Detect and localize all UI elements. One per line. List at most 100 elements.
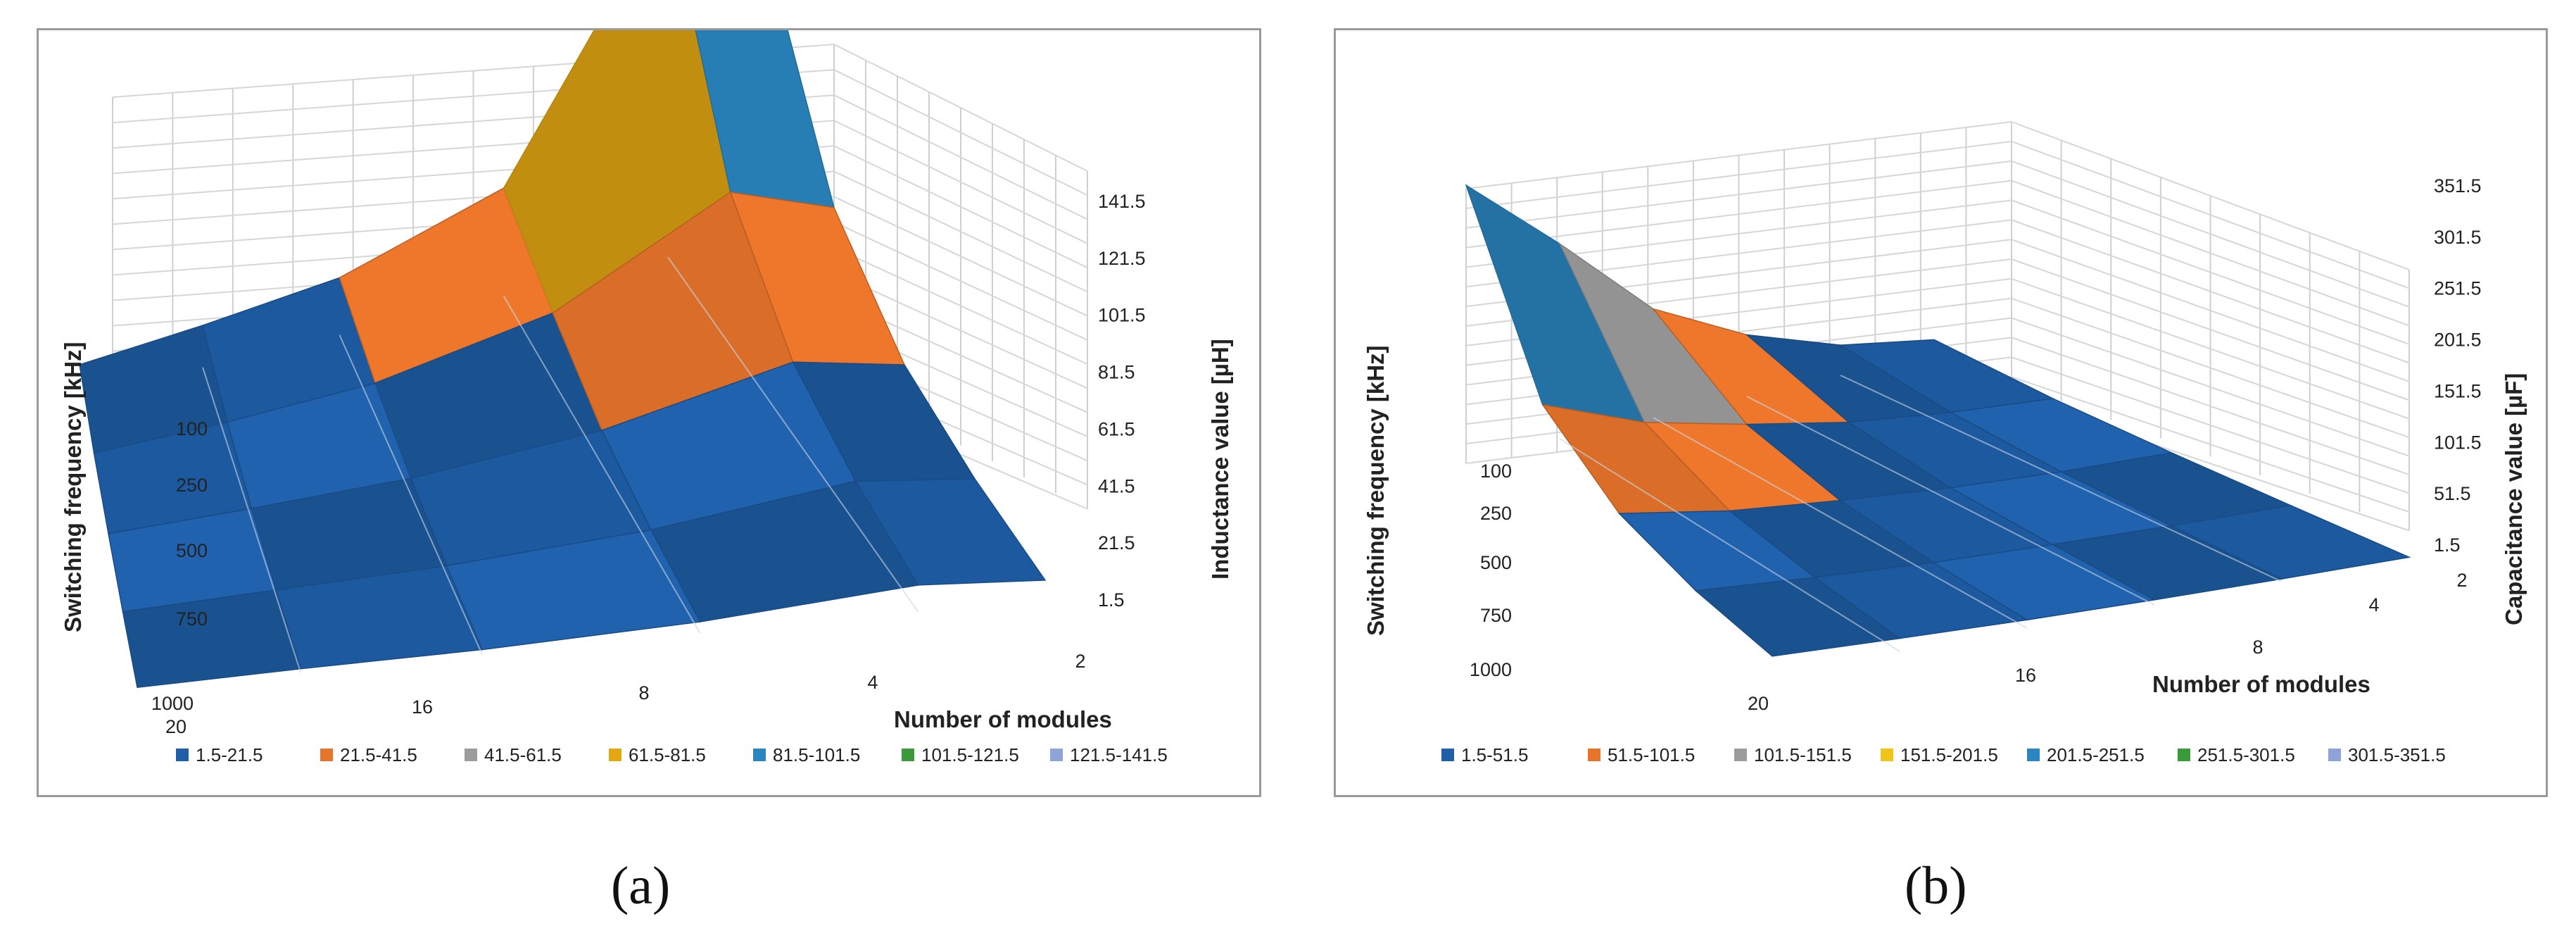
chart-a-x-axis-title: Number of modules [894, 706, 1112, 732]
floor-gridline [1840, 375, 2283, 582]
z-tick-label: 201.5 [2434, 330, 2482, 351]
back-wall-horizontal-gridline [1465, 140, 2410, 289]
back-wall-horizontal-gridline [1465, 199, 2410, 345]
legend-label: 81.5-101.5 [773, 744, 860, 765]
caption-b: (b) [1905, 856, 1967, 915]
z-tick-label: 21.5 [1098, 532, 1135, 553]
legend-label: 61.5-81.5 [629, 744, 706, 765]
back-wall-horizontal-gridline [112, 43, 1088, 172]
back-wall-horizontal-gridline [112, 69, 1088, 196]
z-tick-label: 101.5 [2434, 432, 2482, 453]
caption-a: (a) [611, 856, 671, 915]
x-tick-label: 4 [2368, 594, 2379, 615]
chart-b-z-axis-title: Capacitance value [µF] [2501, 373, 2527, 625]
legend-swatch [176, 749, 189, 761]
z-tick-label: 141.5 [1098, 191, 1146, 212]
z-tick-label: 81.5 [1098, 362, 1135, 383]
floor-gridline [339, 334, 484, 656]
chart-a-z-ticks: 1.5 21.5 41.5 61.5 81.5 101.5 121.5 141.5 [1098, 191, 1146, 611]
floor-gridline [1653, 417, 2028, 629]
x-tick-label: 20 [1748, 693, 1769, 714]
chart-b-x-axis-title: Number of modules [2152, 671, 2370, 697]
chart-b-x-ticks: 20 16 8 4 2 [1748, 570, 2468, 714]
chart-b-legend: 1.5-51.5 51.5-101.5 101.5-151.5 151.5-201.5… [1441, 744, 2446, 765]
chart-a-svg: 20 16 8 4 2 100 250 500 750 1000 1.5 21.5 41.5 61.5… [60, 0, 1233, 765]
y-tick-label: 100 [176, 418, 208, 439]
chart-a-z-axis-title: Inductance value [µH] [1207, 339, 1233, 580]
legend-label: 101.5-121.5 [921, 744, 1019, 765]
back-wall-horizontal-gridline [1465, 120, 2410, 270]
floor-gridline [1746, 396, 2155, 606]
back-wall-horizontal-gridline [112, 196, 1088, 317]
chart-b-y-ticks: 100 250 500 750 1000 [1470, 461, 1512, 680]
legend-label: 151.5-201.5 [1900, 744, 1998, 765]
y-tick-label: 250 [1480, 503, 1512, 524]
chart-a-legend: 1.5-21.5 21.5-41.5 41.5-61.5 61.5-81.5 81.5-… [176, 744, 1168, 765]
back-wall-horizontal-gridline [112, 120, 1088, 244]
z-tick-label: 121.5 [1098, 248, 1146, 269]
x-tick-label: 8 [638, 682, 649, 703]
chart-panel-b: 20 16 8 4 2 100 250 500 750 1000 1.5 51.5 101.5 151… [1334, 28, 2548, 797]
legend-label: 1.5-51.5 [1461, 744, 1528, 765]
legend-swatch [2027, 749, 2040, 761]
y-tick-label: 250 [176, 475, 208, 496]
back-wall-horizontal-gridline [1465, 258, 2410, 401]
legend-swatch [1881, 749, 1893, 761]
x-tick-label: 8 [2252, 637, 2263, 658]
x-tick-label: 16 [412, 696, 433, 718]
chart-b-z-ticks: 1.5 51.5 101.5 151.5 201.5 251.5 301.5 351.5 [2434, 175, 2482, 556]
chart-a-y-axis-title: Switching frequency [kHz] [60, 342, 86, 632]
surface-facet [2169, 504, 2411, 580]
back-wall-horizontal-gridline [112, 94, 1088, 220]
back-wall-horizontal-gridline [1465, 180, 2410, 327]
z-tick-label: 51.5 [2434, 483, 2471, 504]
floor-gridline [1559, 438, 1900, 652]
legend-swatch [1734, 749, 1747, 761]
z-tick-label: 251.5 [2434, 278, 2482, 299]
x-tick-label: 4 [867, 672, 878, 693]
z-tick-label: 151.5 [2434, 380, 2482, 401]
floor-gridline [667, 256, 919, 613]
x-tick-label: 2 [1075, 651, 1085, 672]
back-wall-horizontal-gridline [1465, 239, 2410, 382]
z-tick-label: 1.5 [2434, 534, 2461, 556]
back-wall-horizontal-gridline [112, 145, 1088, 268]
z-tick-label: 61.5 [1098, 418, 1135, 439]
z-tick-label: 301.5 [2434, 227, 2482, 248]
legend-swatch [2328, 749, 2341, 761]
legend-label: 121.5-141.5 [1070, 744, 1168, 765]
y-tick-label: 750 [176, 608, 208, 630]
floor-gridline [202, 367, 302, 673]
chart-b-surface [1465, 184, 2411, 657]
legend-label: 1.5-21.5 [196, 744, 263, 765]
x-tick-label: 2 [2456, 570, 2467, 591]
chart-a-x-ticks: 20 16 8 4 2 [165, 651, 1086, 737]
legend-swatch [753, 749, 766, 761]
back-wall-horizontal-gridline [1465, 160, 2410, 308]
legend-swatch [902, 749, 914, 761]
chart-panel-a: 20 16 8 4 2 100 250 500 750 1000 1.5 21.5 41.5 61.5… [37, 0, 1261, 797]
y-tick-label: 1000 [1470, 659, 1512, 680]
y-tick-label: 1000 [151, 693, 194, 714]
legend-label: 51.5-101.5 [1608, 744, 1695, 765]
legend-swatch [2178, 749, 2190, 761]
chart-b-svg: 20 16 8 4 2 100 250 500 750 1000 1.5 51.5 101.5 151… [1363, 120, 2527, 765]
surface-facet [854, 478, 1047, 586]
z-tick-label: 41.5 [1098, 475, 1135, 496]
legend-label: 301.5-351.5 [2348, 744, 2446, 765]
legend-label: 101.5-151.5 [1754, 744, 1852, 765]
y-tick-label: 500 [1480, 552, 1512, 573]
y-tick-label: 100 [1480, 461, 1512, 482]
legend-swatch [1441, 749, 1454, 761]
z-tick-label: 351.5 [2434, 175, 2482, 196]
chart-a-y-ticks: 100 250 500 750 1000 [151, 418, 208, 714]
floor-gridline [503, 295, 701, 634]
legend-label: 201.5-251.5 [2047, 744, 2145, 765]
legend-swatch [465, 749, 477, 761]
back-wall-horizontal-gridline [1465, 219, 2410, 364]
x-tick-label: 16 [2015, 665, 2036, 686]
legend-swatch [1588, 749, 1600, 761]
z-tick-label: 1.5 [1098, 589, 1125, 611]
legend-swatch [320, 749, 333, 761]
back-wall-horizontal-gridline [112, 170, 1088, 293]
